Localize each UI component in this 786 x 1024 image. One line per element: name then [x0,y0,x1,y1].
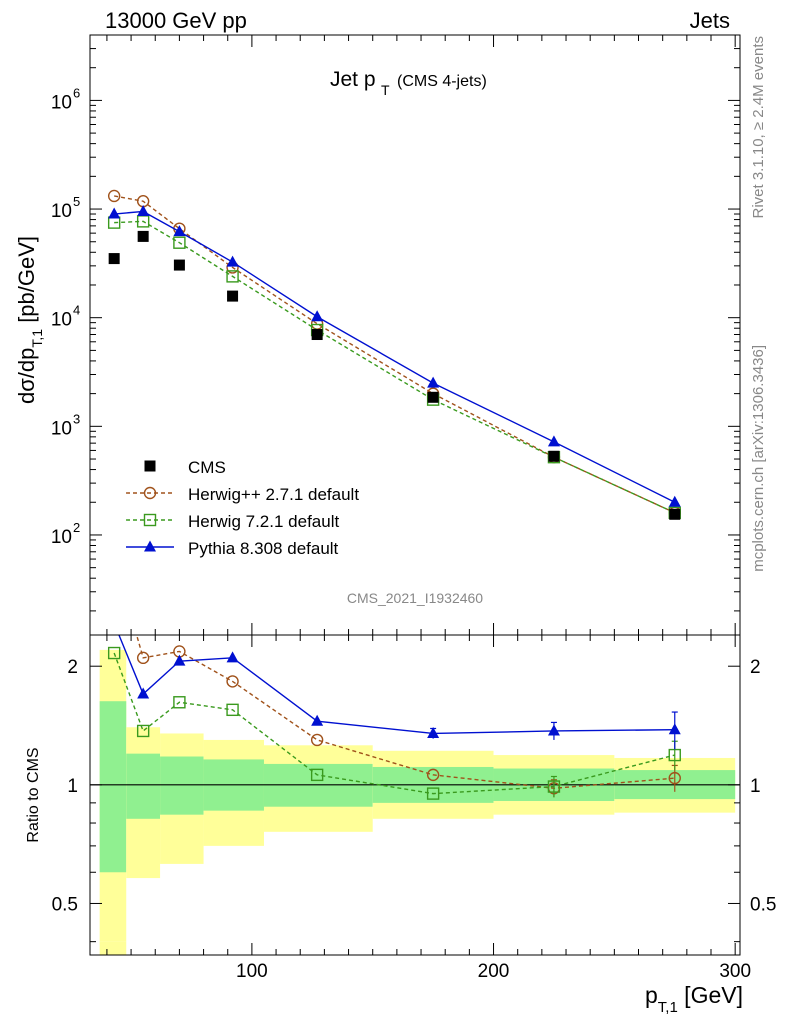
chart-title-note: (CMS 4-jets) [397,73,487,90]
y-tick-exp-1000000: 6 [73,85,80,100]
band-inner-2 [160,756,204,815]
legend-label-cms: CMS [188,458,226,477]
band-inner-1 [126,753,161,819]
y-tick-exp-100000: 5 [73,194,80,209]
y-tick-label-100000: 10 [51,201,72,222]
ratio-2-point-7 [668,723,681,735]
ratio-0-point-4 [310,733,324,747]
analysis-tag: CMS_2021_I1932460 [347,590,483,606]
mcplots-note: mcplots.cern.ch [arXiv:1306.3436] [750,345,767,572]
ratio-2-point-5 [427,726,440,738]
y-axis-label-text: dσ/dpT,1 [pb/GeV] [14,236,45,404]
series-line-2 [114,210,676,503]
cms-point-0 [108,253,120,265]
uncertainty-bands [99,649,736,955]
ratio-1-point-6 [547,780,561,793]
y-axis-label: dσ/dpT,1 [pb/GeV] [14,236,45,404]
header-right: Jets [690,8,730,33]
y-tick-label-1000000: 10 [51,92,72,113]
series-1-point-3 [226,270,239,283]
legend-label-0: Herwig++ 2.7.1 default [188,485,359,504]
ratio-0-point-5 [426,768,440,782]
chart-title: Jet p [330,68,376,91]
x-axis-label: pT,1 [GeV] [645,982,743,1016]
ratio-line-0 [135,635,675,789]
ratio-1-point-5 [426,787,440,800]
series-2-point-4 [311,310,324,322]
legend-marker-1 [143,513,157,527]
y-tick-exp-100: 2 [73,520,80,535]
series-2-point-5 [427,376,440,388]
y-tick-exp-1000: 3 [73,411,80,426]
ratio-1-point-7 [668,748,681,762]
ratio-2-point-3 [226,651,239,663]
x-tick-label-300: 300 [719,961,751,982]
band-outer-tail [99,941,127,955]
series-2-point-3 [226,255,239,267]
legend: CMS Herwig++ 2.7.1 default Herwig 7.2.1 de… [126,458,359,558]
series-0-point-0 [107,189,121,203]
x-tick-label-100: 100 [236,961,268,982]
cms-point-5 [427,391,439,403]
series-1-point-2 [173,236,186,249]
ratio-y-label: Ratio to CMS [25,747,42,842]
ratio-1-point-0 [107,646,121,660]
y-tick-exp-10000: 4 [73,303,80,318]
legend-label-1: Herwig 7.2.1 default [188,512,339,531]
header-left: 13000 GeV pp [105,8,247,33]
legend-marker-cms [144,460,156,472]
cms-point-3 [227,290,239,302]
ratio-series [107,551,681,800]
cms-point-7 [669,508,681,520]
cms-point-4 [311,329,323,341]
ratio-plot-frame [89,634,741,956]
ratio-line-2 [118,635,675,735]
chart-title-sub: T [381,82,390,98]
cms-point-6 [548,450,560,462]
series-2-point-7 [668,495,681,507]
legend-marker-2 [144,540,156,552]
ratio-2-point-4 [311,714,324,726]
cms-point-1 [137,230,149,242]
rivet-note: Rivet 3.1.10, ≥ 2.4M events [750,36,767,219]
ry-label-0.5: 0.5 [52,894,78,915]
ratio-1-point-1 [136,724,150,738]
series-2-point-6 [547,435,560,447]
ry-label-r-2: 2 [750,657,761,678]
ratio-1-point-3 [226,703,239,717]
ratio-2-point-0 [108,617,120,628]
ratio-0-point-7 [668,771,681,785]
y-tick-label-100: 10 [51,527,72,548]
x-tick-label-200: 200 [478,961,510,982]
ratio-2-point-6 [547,724,560,736]
y-tick-label-10000: 10 [51,310,72,331]
ry-label-r-0.5: 0.5 [750,894,776,915]
ry-label-r-1: 1 [750,776,761,797]
series-2-point-2 [173,225,186,237]
ry-label-1: 1 [67,776,78,797]
legend-label-2: Pythia 8.308 default [188,539,339,558]
legend-marker-0 [143,486,157,500]
ratio-2-point-2 [173,654,186,666]
ratio-2-point-1 [137,687,150,699]
band-inner-0 [99,701,127,873]
series-2-point-0 [108,207,121,219]
ratio-0-point-1 [136,651,150,665]
axis-ticks [90,34,740,955]
ratio-0-point-0 [109,551,120,562]
ratio-1-point-2 [173,696,186,709]
ratio-0-point-3 [226,675,239,688]
series-line-0 [114,195,676,514]
y-tick-label-1000: 10 [51,418,72,439]
series-layer [107,189,681,800]
series-2-point-1 [137,204,150,216]
ry-label-2: 2 [67,657,78,678]
cms-point-2 [173,259,185,271]
main-series [107,189,681,520]
ratio-1-point-4 [310,768,324,782]
